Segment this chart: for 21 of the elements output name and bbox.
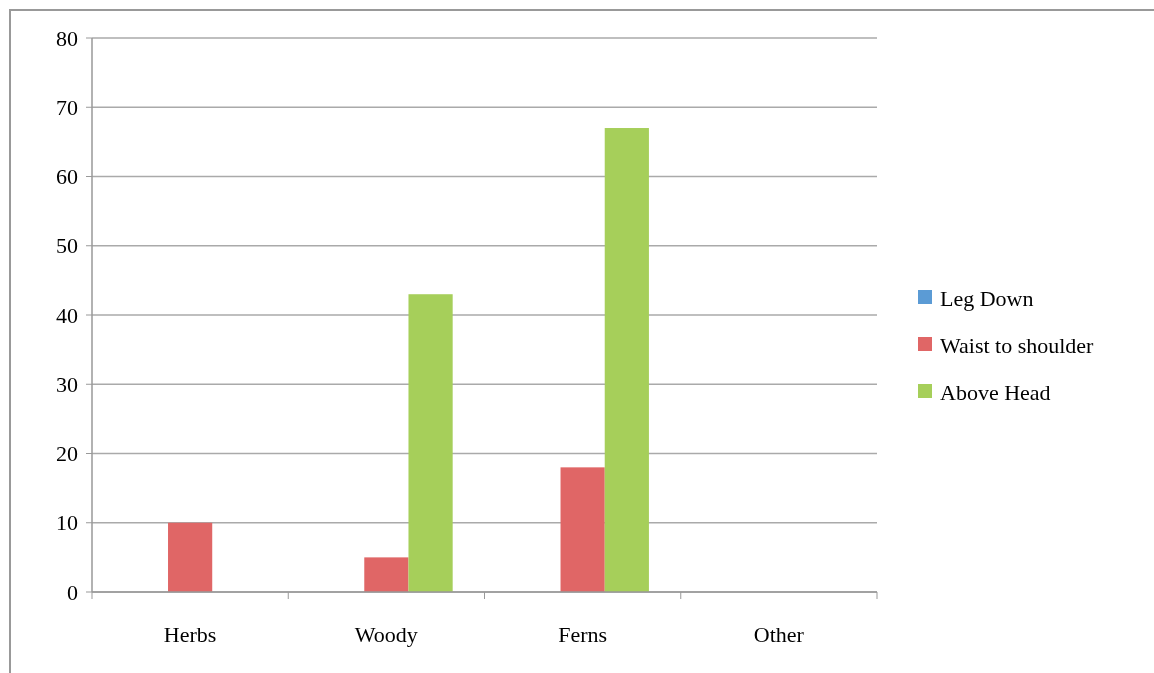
y-tick-label: 0	[67, 579, 78, 605]
y-tick-label: 20	[56, 441, 78, 467]
bar	[408, 294, 453, 592]
bar	[560, 467, 605, 592]
bar	[364, 557, 409, 592]
legend-label: Waist to shoulder	[940, 332, 1095, 358]
legend-label: Leg Down	[940, 285, 1034, 311]
bar	[168, 522, 213, 592]
y-tick-label: 60	[56, 164, 78, 190]
y-tick-label: 80	[56, 25, 78, 51]
x-tick-label: Other	[753, 622, 805, 647]
y-tick-label: 40	[56, 302, 78, 328]
x-tick-label: Ferns	[558, 622, 608, 647]
y-tick-label: 10	[56, 510, 78, 536]
bar	[604, 128, 649, 592]
legend-label: Above Head	[940, 379, 1051, 405]
y-tick-label: 70	[56, 94, 78, 120]
x-tick-label: Woody	[354, 622, 418, 647]
y-tick-label: 30	[56, 371, 78, 397]
y-tick-label: 50	[56, 233, 78, 259]
x-tick-label: Herbs	[163, 622, 217, 647]
